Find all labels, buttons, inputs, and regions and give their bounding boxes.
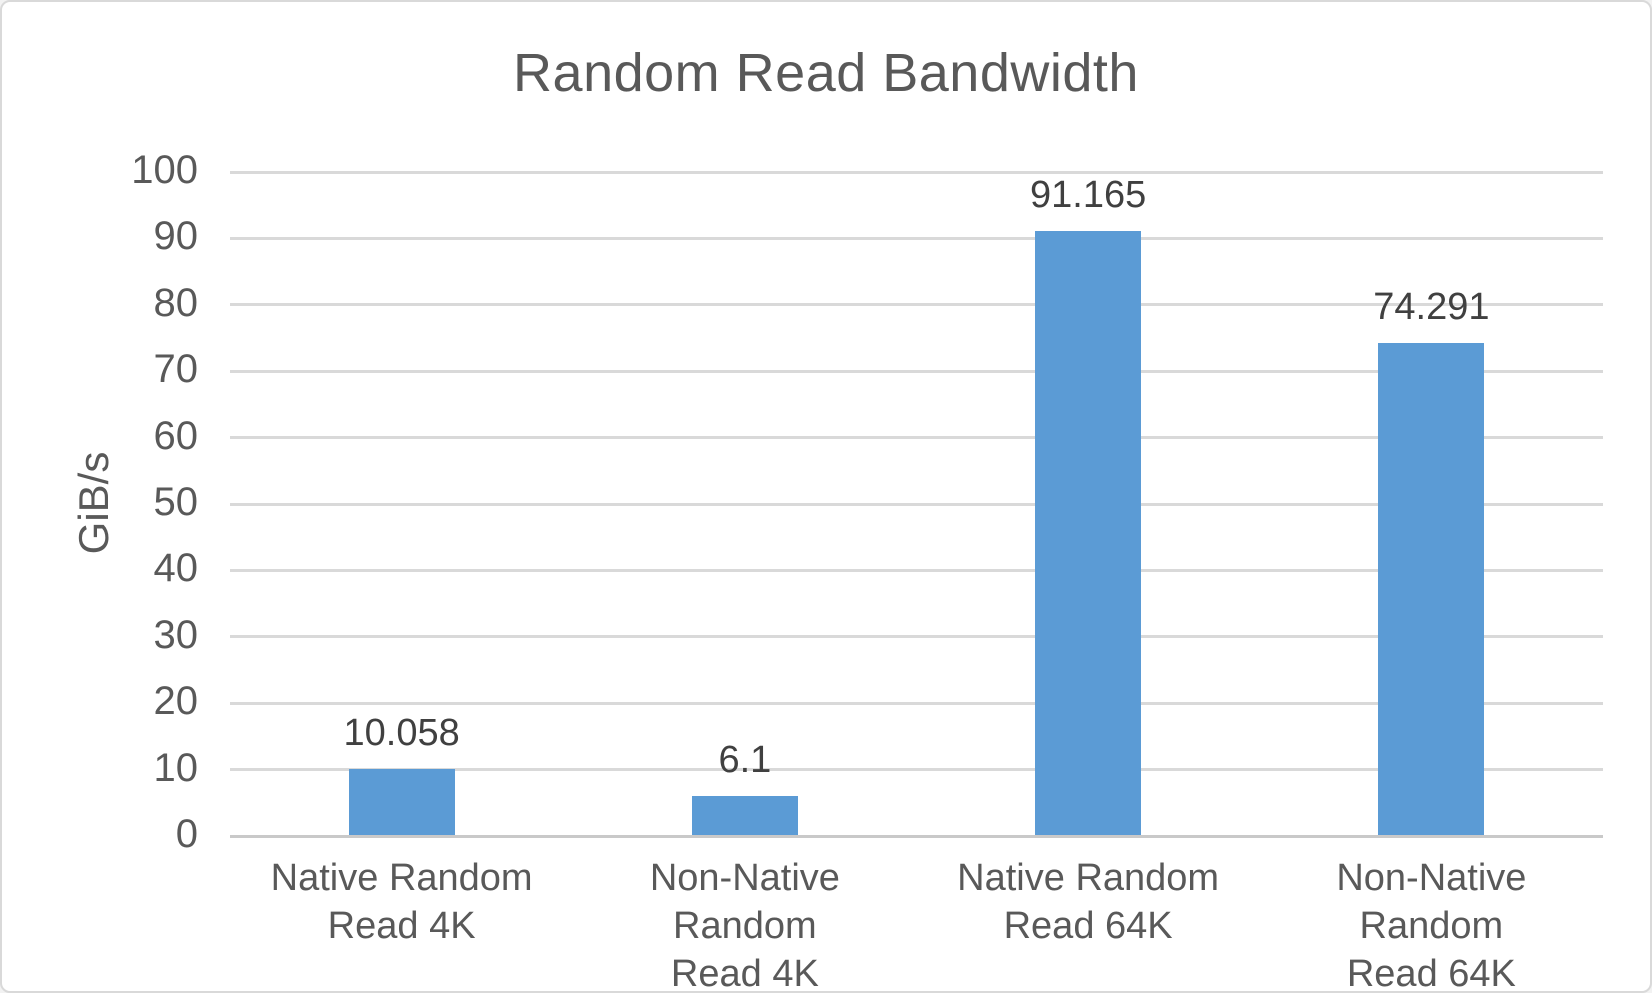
y-tick-label: 0 bbox=[175, 812, 198, 856]
gridline bbox=[230, 236, 1603, 240]
value-label: 91.165 bbox=[1030, 173, 1147, 216]
gridline bbox=[230, 701, 1603, 705]
category-label-line: Read 64K bbox=[1346, 953, 1516, 993]
bar bbox=[348, 769, 455, 836]
y-tick-label: 40 bbox=[153, 546, 199, 591]
category-label: Native Random Read 4K bbox=[230, 854, 573, 991]
chart-title: Random Read Bandwidth bbox=[513, 43, 1139, 103]
gridline bbox=[230, 768, 1603, 772]
y-tick-label: 90 bbox=[153, 214, 199, 259]
bar bbox=[1035, 230, 1142, 836]
category-label-line: Native Random bbox=[270, 857, 533, 899]
gridline bbox=[230, 568, 1603, 572]
gridline bbox=[230, 635, 1603, 639]
category-label: Non-Native Random Read 4K bbox=[573, 854, 916, 993]
y-tick-label: 50 bbox=[153, 480, 199, 524]
gridline bbox=[230, 369, 1603, 373]
y-axis-tick-labels: 0 10 20 30 40 50 60 70 80 90 100 bbox=[42, 148, 199, 856]
value-label: 10.058 bbox=[343, 712, 460, 755]
y-tick-label: 30 bbox=[153, 612, 199, 657]
y-tick-label: 60 bbox=[153, 413, 199, 458]
bar bbox=[691, 795, 798, 836]
y-tick-label: 100 bbox=[131, 148, 198, 192]
category-label-line: Non-Native Random bbox=[649, 857, 840, 947]
gridline bbox=[230, 303, 1603, 307]
y-tick-label: 20 bbox=[153, 679, 199, 724]
gridline bbox=[230, 502, 1603, 506]
category-label-line: Read 4K bbox=[327, 905, 476, 947]
value-label: 74.291 bbox=[1373, 285, 1490, 328]
y-tick-label: 70 bbox=[153, 347, 199, 392]
category-label-line: Native Random bbox=[957, 857, 1220, 899]
category-label-line: Read 4K bbox=[670, 953, 819, 993]
bar bbox=[1378, 342, 1485, 836]
value-label: 6.1 bbox=[718, 738, 772, 781]
x-axis-line bbox=[230, 834, 1603, 838]
gridline bbox=[230, 436, 1603, 440]
category-label-line: Non-Native Random bbox=[1336, 857, 1527, 947]
category-label: Non-Native Random Read 64K bbox=[1260, 854, 1603, 993]
y-tick-label: 10 bbox=[153, 745, 199, 790]
y-tick-label: 80 bbox=[153, 280, 199, 325]
category-label-line: Read 64K bbox=[1003, 905, 1173, 947]
gridline bbox=[230, 170, 1603, 174]
category-label: Native Random Read 64K bbox=[917, 854, 1260, 991]
x-axis-category-labels: Native Random Read 4K Non-Native Random Rea… bbox=[230, 854, 1603, 993]
plot-area: 10.058 6.1 91.165 74.291 bbox=[230, 170, 1603, 838]
